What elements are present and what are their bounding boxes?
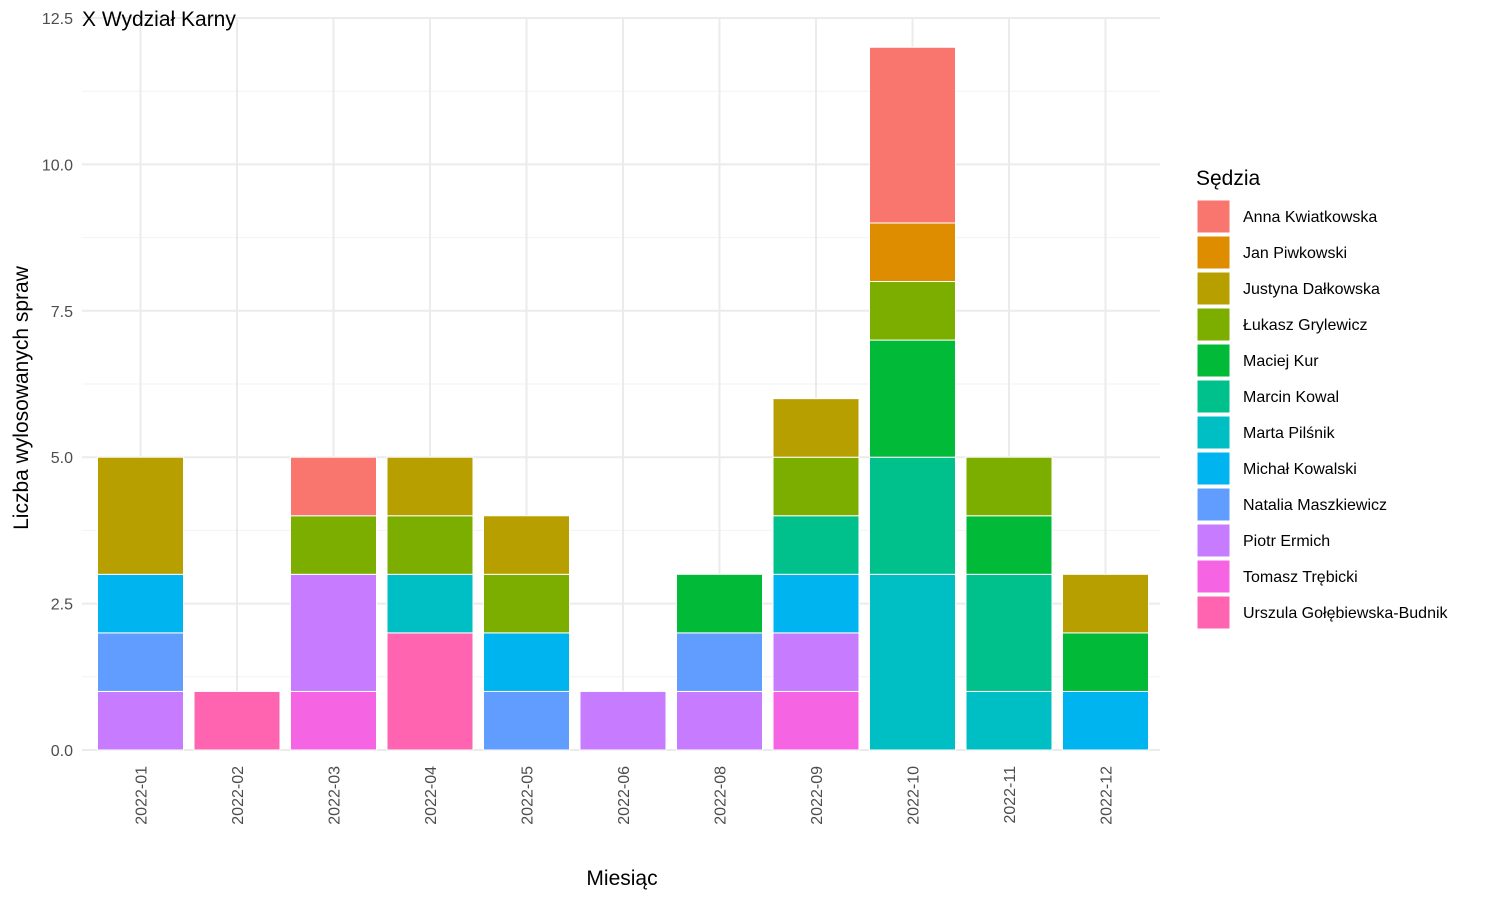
bar-segment	[290, 690, 377, 751]
bar-segment	[483, 690, 570, 751]
bar-segment	[97, 456, 184, 575]
legend-swatch	[1196, 235, 1231, 270]
x-tick-label: 2022-05	[520, 766, 537, 825]
bar-segment	[965, 515, 1053, 575]
y-tick-label: 10.0	[42, 157, 73, 174]
y-axis-title: Liczba wylosowanych spraw	[10, 265, 33, 530]
y-axis-ticks: 0.0 2.5 5.0 7.5 10.0 12.5	[42, 11, 73, 760]
bar-segment	[772, 515, 860, 575]
y-tick-label: 7.5	[51, 304, 73, 321]
bar-segment	[676, 573, 763, 634]
chart-title: X Wydział Karny	[82, 8, 236, 31]
bar-segment	[483, 632, 570, 692]
legend-swatch	[1196, 451, 1231, 486]
legend-label: Natalia Maszkiewicz	[1243, 497, 1387, 514]
bar-segment	[483, 515, 570, 575]
x-tick-label: 2022-03	[327, 766, 344, 825]
legend-swatch	[1196, 523, 1231, 558]
x-tick-label: 2022-10	[906, 766, 923, 825]
bar-segment	[386, 632, 474, 751]
bar-segment	[290, 456, 377, 517]
bar-segment	[676, 690, 763, 751]
bar-segment	[772, 690, 860, 751]
bar-segment	[772, 398, 860, 458]
bar-segment	[386, 515, 474, 575]
x-tick-label: 2022-02	[230, 766, 247, 825]
bar-segment	[386, 456, 474, 517]
legend-swatch	[1196, 559, 1231, 594]
legend-label: Tomasz Trębicki	[1243, 569, 1358, 586]
legend-label: Michał Kowalski	[1243, 461, 1357, 478]
legend-label: Urszula Gołębiewska-Budnik	[1243, 605, 1449, 622]
x-axis-title: Miesiąc	[586, 867, 657, 890]
legend-swatch	[1196, 199, 1231, 234]
legend-label: Justyna Dałkowska	[1243, 281, 1380, 298]
bar-segment	[1062, 573, 1149, 634]
legend-label: Jan Piwkowski	[1243, 245, 1347, 262]
bar-segment	[290, 573, 377, 692]
legend-swatch	[1196, 595, 1231, 630]
bar-segment	[386, 573, 474, 634]
bar-segment	[965, 573, 1053, 692]
x-tick-label: 2022-12	[1099, 766, 1116, 825]
bars	[97, 46, 1149, 751]
legend-swatch	[1196, 343, 1231, 378]
bar-segment	[965, 456, 1053, 517]
legend-items: Anna Kwiatkowska Jan Piwkowski Justyna Dał…	[1196, 199, 1449, 630]
legend-label: Marta Pilśnik	[1243, 425, 1336, 442]
bar-segment	[290, 515, 377, 575]
bar-segment	[579, 690, 667, 751]
legend-label: Marcin Kowal	[1243, 389, 1339, 406]
legend-title: Sędzia	[1196, 167, 1261, 190]
legend: Sędzia Anna Kwiatkowska Jan Piwkowski Just…	[1196, 167, 1449, 630]
bar-segment	[193, 690, 281, 751]
bar-segment	[869, 46, 956, 224]
legend-label: Maciej Kur	[1243, 353, 1319, 370]
x-tick-label: 2022-06	[616, 766, 633, 825]
y-tick-label: 12.5	[42, 11, 73, 28]
legend-swatch	[1196, 415, 1231, 450]
legend-label: Łukasz Grylewicz	[1243, 317, 1367, 334]
legend-label: Anna Kwiatkowska	[1243, 209, 1377, 226]
bar-segment	[97, 632, 184, 692]
bar-segment	[772, 632, 860, 692]
x-tick-label: 2022-09	[809, 766, 826, 825]
y-tick-label: 2.5	[51, 597, 73, 614]
legend-swatch	[1196, 271, 1231, 306]
bar-segment	[1062, 690, 1149, 751]
bar-segment	[97, 690, 184, 751]
x-axis-ticks: 2022-01 2022-02 2022-03 2022-04 2022-05 2022-…	[134, 766, 1116, 825]
bar-segment	[97, 573, 184, 634]
y-tick-label: 0.0	[51, 743, 73, 760]
bar-segment	[965, 690, 1053, 751]
legend-swatch	[1196, 487, 1231, 522]
legend-label: Piotr Ermich	[1243, 533, 1330, 550]
bar-segment	[483, 573, 570, 634]
bar-segment	[676, 632, 763, 692]
x-tick-label: 2022-11	[1002, 766, 1019, 824]
bar-segment	[772, 456, 860, 517]
bar-segment	[869, 222, 956, 283]
bar-segment	[869, 281, 956, 341]
bar-segment	[869, 339, 956, 458]
bar-segment	[1062, 632, 1149, 692]
bar-segment	[772, 573, 860, 634]
bar-segment	[869, 573, 956, 751]
legend-swatch	[1196, 307, 1231, 342]
legend-swatch	[1196, 379, 1231, 414]
x-tick-label: 2022-01	[134, 766, 151, 825]
x-tick-label: 2022-04	[423, 766, 440, 825]
x-tick-label: 2022-08	[713, 766, 730, 825]
bar-segment	[869, 456, 956, 575]
y-tick-label: 5.0	[51, 450, 73, 467]
